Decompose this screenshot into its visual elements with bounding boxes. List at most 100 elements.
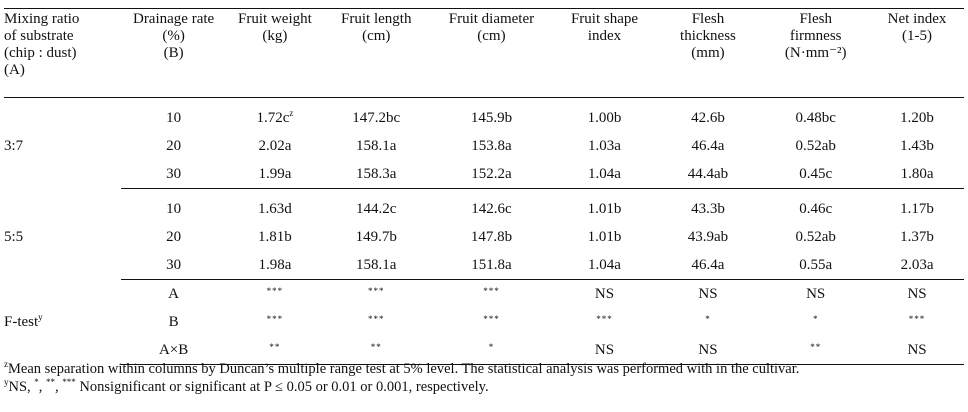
column-header-0: Mixing ratio of substrate (chip : dust) (A) — [4, 9, 121, 98]
table-cell: 43.9ab — [655, 223, 762, 251]
significance-stars: *** — [266, 313, 284, 324]
cell-value: 158.1a — [356, 138, 397, 154]
column-header-7: Flesh firmness (N·mm⁻²) — [761, 9, 870, 98]
table-cell: 2.03a — [870, 251, 964, 280]
table-row: 20 2.02a 158.1a 153.8a 1.03a 46.4a 0.52ab 1.43b — [4, 132, 964, 160]
footnote-marker: z — [289, 108, 294, 118]
table-cell: 20 — [121, 223, 226, 251]
cell-value: 0.48bc — [795, 110, 836, 126]
cell-value: 44.4ab — [687, 166, 729, 182]
table-row: 20 1.81b 149.7b 147.8b 1.01b 43.9ab 0.52ab 1.37… — [4, 223, 964, 251]
table-cell: 1.03a — [554, 132, 654, 160]
f-test-label: F-testy — [4, 312, 43, 331]
table-cell: *** — [324, 280, 429, 309]
significance-stars: ** — [810, 341, 822, 352]
table-row: A×B ** ** * NS NS ** NS — [4, 336, 964, 365]
column-header-line: Net index — [887, 11, 947, 27]
cell-value: 158.1a — [356, 257, 397, 273]
column-header-line: Fruit length — [341, 11, 412, 27]
table-cell: 42.6b — [655, 98, 762, 133]
table-cell: 0.48bc — [761, 98, 870, 133]
table-footnotes: zMean separation within columns by Dunca… — [4, 360, 964, 396]
cell-value: 0.52ab — [795, 138, 836, 154]
table-cell: 145.9b — [429, 98, 555, 133]
cell-value: 151.8a — [471, 257, 512, 273]
factor-label: A — [121, 280, 226, 309]
significance-stars: *** — [483, 285, 500, 296]
cell-value: 10 — [166, 201, 182, 217]
column-header-line: (%) — [162, 28, 185, 44]
footnote-y: yNS, *, **, *** Nonsignificant or signif… — [4, 377, 489, 395]
table-cell: 158.1a — [323, 251, 429, 280]
table-cell: 1.81b — [226, 223, 324, 251]
cell-value: 42.6b — [691, 110, 725, 126]
cell-value: NS — [698, 286, 718, 302]
significance-stars: ** — [370, 341, 382, 352]
significance-stars: * — [488, 341, 495, 352]
cell-value: 1.99a — [258, 166, 292, 182]
factor-label: A×B — [121, 336, 226, 365]
table-row: B *** *** *** *** * * *** — [4, 308, 964, 336]
cell-value: NS — [594, 286, 615, 302]
table-cell: *** — [429, 280, 555, 309]
table-cell: NS — [554, 336, 655, 365]
table-cell: 1.01b — [554, 223, 654, 251]
cell-value: 1.63d — [258, 201, 292, 217]
column-header-line: Fruit weight — [238, 11, 312, 27]
cell-value: 46.4a — [691, 138, 725, 154]
significance-stars: *** — [596, 313, 613, 324]
footnote-z: zMean separation within columns by Dunca… — [4, 359, 800, 377]
table-cell: 147.8b — [429, 223, 555, 251]
table-cell: 1.72cz — [226, 98, 324, 133]
column-header-line: index — [587, 28, 622, 44]
cell-value: A×B — [158, 342, 189, 358]
table-cell: ** — [225, 336, 324, 365]
table-row: 5:5 10 1.63d 144.2c 142.6c 1.01b 43.3b 0.46c 1.1… — [4, 189, 964, 245]
cell-value: 149.7b — [355, 229, 397, 245]
table-cell: 1.04a — [554, 160, 655, 189]
table-cell: 1.37b — [870, 223, 964, 251]
cell-value: B — [168, 314, 179, 330]
column-header-line: Flesh — [691, 11, 725, 27]
mixing-ratio-label: 3:7 — [4, 138, 24, 155]
column-header-line: (1-5) — [902, 28, 933, 44]
table-cell: 144.2c — [324, 189, 429, 224]
cell-value: 30 — [166, 166, 182, 182]
table-cell: 152.2a — [428, 160, 555, 189]
table-cell: * — [655, 308, 762, 336]
table-cell: 2.02a — [226, 132, 324, 160]
table-cell: NS — [554, 280, 654, 309]
results-table: Mixing ratio of substrate (chip : dust) (A)… — [4, 8, 964, 365]
table-cell: *** — [554, 308, 654, 336]
column-header-line: firmness — [789, 28, 842, 44]
table-cell: * — [761, 308, 870, 336]
column-header-line: (cm) — [477, 28, 506, 44]
column-header-4: Fruit diameter (cm) — [429, 9, 555, 98]
column-header-line: (chip : dust) — [4, 45, 77, 61]
table-cell: *** — [226, 308, 324, 336]
cell-value: 20 — [166, 138, 182, 154]
column-header-line: (A) — [4, 62, 25, 78]
table-cell: 0.55a — [761, 251, 871, 280]
table-cell: 1.99a — [225, 160, 324, 189]
cell-value: 1.81b — [258, 229, 292, 245]
cell-value: 46.4a — [691, 257, 725, 273]
table-row: 3:7 10 1.72cz 147.2bc 145.9b 1.00b 42.6b 0.48bc… — [4, 98, 964, 155]
footnote-marker: y — [38, 312, 43, 322]
column-header-line: Fruit shape — [570, 11, 639, 27]
cell-value: NS — [806, 286, 826, 302]
column-header-line: of substrate — [4, 28, 74, 44]
column-header-line: Flesh — [799, 11, 832, 27]
table-cell: 43.3b — [655, 189, 762, 224]
table-row: F-testy A *** *** *** NS NS NS NS — [4, 280, 964, 331]
significance-stars: *** — [266, 285, 284, 296]
table-cell: 149.7b — [324, 223, 429, 251]
cell-value: 0.46c — [799, 201, 833, 217]
cell-value: 158.3a — [356, 166, 397, 182]
table-cell: 20 — [121, 132, 226, 160]
cell-value: 0.45c — [799, 166, 833, 182]
cell-value: 153.8a — [471, 138, 512, 154]
cell-value: 147.2bc — [352, 110, 401, 126]
table-cell: 46.4a — [655, 132, 762, 160]
